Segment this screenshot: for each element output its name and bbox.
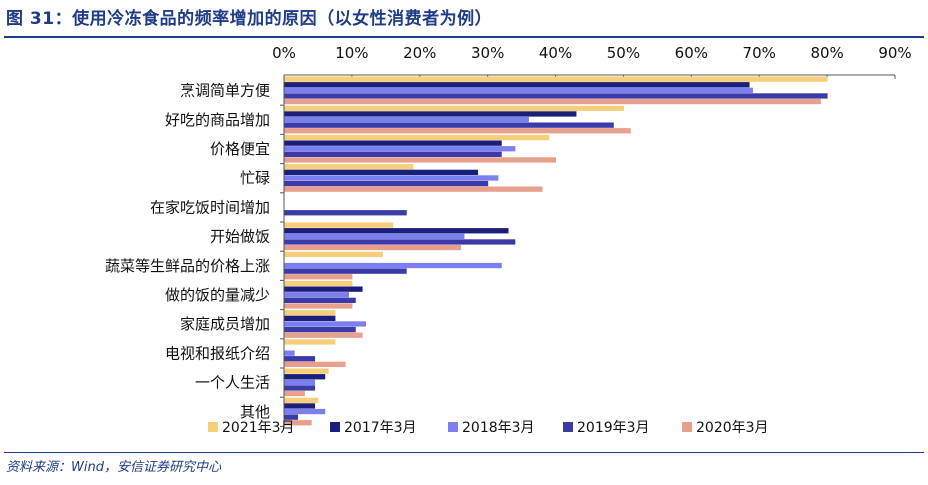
bar [284, 303, 353, 309]
bar [284, 175, 499, 181]
bar [284, 76, 828, 82]
bar [284, 274, 353, 280]
legend-label: 2021年3月 [222, 420, 295, 436]
x-tick-label: 90% [878, 44, 911, 62]
bar [284, 310, 336, 316]
footer-divider [4, 452, 924, 453]
x-tick-label: 20% [403, 44, 436, 62]
bar [284, 244, 462, 251]
category-label: 电视和报纸介绍 [165, 344, 270, 362]
bar [284, 164, 414, 170]
bar [284, 111, 577, 117]
x-tick-label: 40% [539, 44, 572, 62]
bar [284, 122, 614, 128]
bar [284, 315, 336, 321]
bar [284, 368, 329, 374]
bar [284, 169, 478, 175]
bar [284, 339, 336, 345]
x-tick-label: 60% [675, 44, 708, 62]
page-title: 图 31：使用冷冻食品的频率增加的原因（以女性消费者为例） [6, 9, 493, 29]
bar [284, 105, 624, 111]
bar [284, 408, 326, 415]
bar [284, 233, 465, 239]
legend-label: 2020年3月 [696, 420, 769, 436]
bar [284, 134, 550, 141]
category-label: 做的饭的量减少 [165, 286, 270, 304]
bar [284, 268, 407, 274]
bar [284, 140, 502, 146]
bar [284, 82, 750, 88]
category-label: 在家吃饭时间增加 [150, 198, 270, 216]
bar [284, 180, 489, 187]
bar [284, 374, 326, 380]
category-label: 其他 [240, 403, 270, 421]
category-label: 蔬菜等生鲜品的价格上涨 [105, 257, 270, 275]
bar [284, 251, 383, 257]
bar [284, 286, 363, 292]
bar [284, 87, 753, 93]
legend-label: 2019年3月 [577, 420, 650, 436]
bar [284, 356, 316, 362]
bar [284, 151, 502, 157]
bar [284, 332, 363, 338]
bar [284, 228, 509, 234]
category-label: 一个人生活 [195, 374, 270, 392]
bar [284, 420, 312, 426]
category-label: 家庭成员增加 [180, 315, 270, 333]
bar [284, 222, 394, 228]
legend-swatch [208, 422, 218, 432]
bar [284, 93, 828, 99]
bar [284, 210, 407, 216]
bar [284, 116, 529, 123]
title-divider [4, 36, 924, 38]
bar [284, 262, 502, 269]
bar [284, 98, 821, 105]
bar [284, 350, 295, 356]
bar [284, 292, 349, 298]
bar [284, 146, 516, 152]
x-tick-label: 30% [471, 44, 504, 62]
bar [284, 326, 356, 333]
legend-label: 2018年3月 [462, 420, 535, 436]
x-tick-label: 50% [607, 44, 640, 62]
category-label: 好吃的商品增加 [165, 111, 270, 129]
bar [284, 128, 631, 134]
bar [284, 390, 305, 397]
bar [284, 297, 356, 303]
x-tick-label: 0% [272, 44, 296, 62]
category-label: 开始做饭 [210, 228, 270, 246]
bar [284, 239, 516, 245]
x-tick-label: 10% [335, 44, 368, 62]
legend-swatch [563, 422, 573, 432]
bar [284, 280, 353, 287]
category-label: 烹调简单方便 [180, 82, 270, 100]
source-note: 资料来源：Wind，安信证券研究中心 [6, 460, 221, 475]
category-label: 忙碌 [240, 169, 270, 187]
category-label: 价格便宜 [210, 140, 270, 158]
bar [284, 379, 316, 385]
bar [284, 403, 316, 409]
x-tick-label: 80% [810, 44, 843, 62]
bar [284, 186, 543, 192]
legend-swatch [682, 422, 692, 432]
bar [284, 321, 366, 327]
legend-swatch [448, 422, 458, 432]
legend-swatch [330, 422, 340, 432]
bar [284, 414, 299, 420]
bar [284, 157, 557, 163]
bar [284, 361, 346, 367]
legend-label: 2017年3月 [344, 420, 417, 436]
x-tick-label: 70% [743, 44, 776, 62]
bar [284, 385, 316, 391]
bar [284, 397, 319, 403]
